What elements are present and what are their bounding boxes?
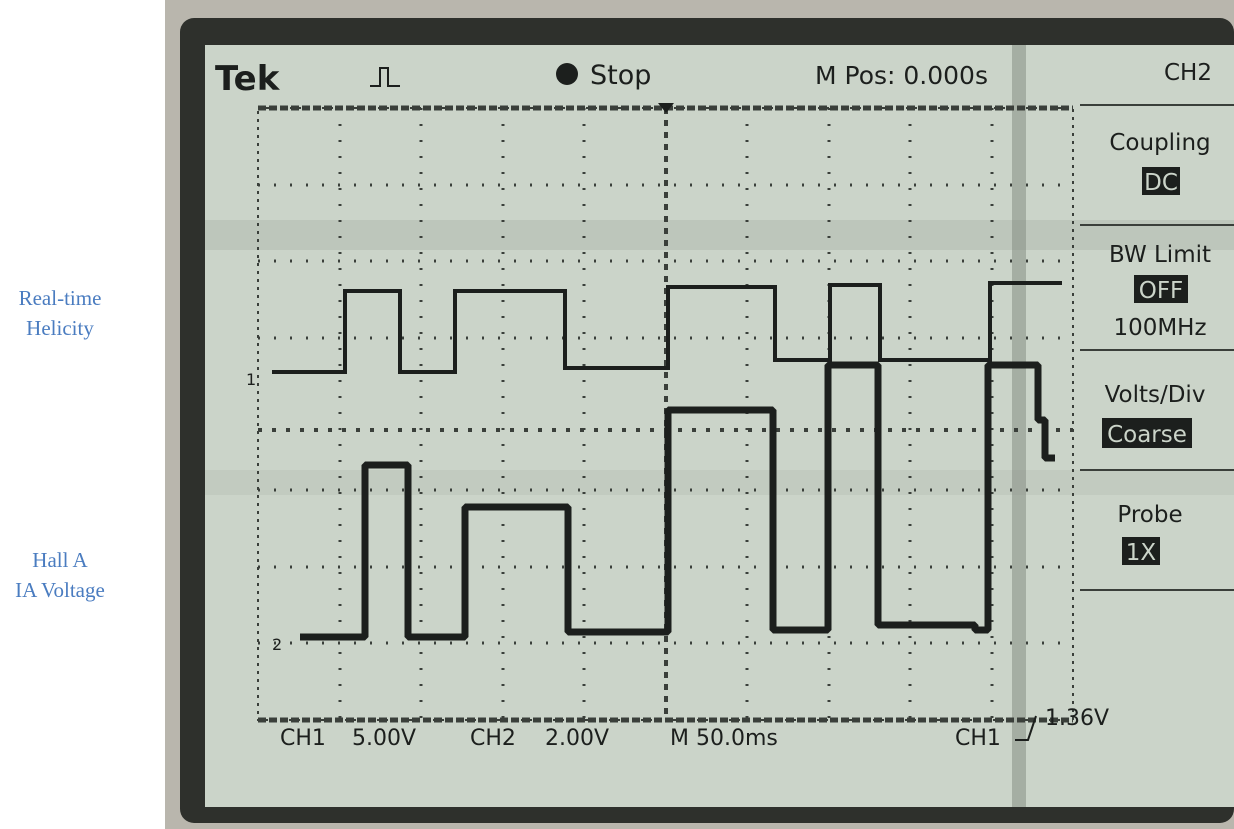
footer-level: 1.36V [1045,706,1109,731]
menu-value: DC [1144,170,1178,196]
menu-title: CH2 [1164,60,1212,86]
footer-scale: 5.00V [352,726,416,751]
position: M Pos: 0.000s [815,61,988,90]
scanline [205,470,1234,495]
label: Real-time [19,286,102,310]
menu-label: BW Limit [1109,242,1211,268]
reflection [1012,45,1026,807]
footer-ch: CH1 [955,726,1001,751]
footer-ch: CH1 [280,726,326,751]
ch2-marker: 2 [272,635,282,654]
menu-value: Coarse [1107,422,1187,448]
label: Hall A [32,548,88,572]
stop-dot [556,63,578,85]
menu-extra: 100MHz [1113,315,1206,341]
menu-label: Probe [1117,502,1182,528]
menu-value: OFF [1139,278,1184,304]
label: IA Voltage [15,578,105,602]
page: Real-time Helicity Hall A IA Voltage Tek… [0,0,1234,829]
label: Helicity [26,316,94,340]
menu-label: Volts/Div [1105,382,1206,408]
footer-ch: CH2 [470,726,516,751]
figure: Real-time Helicity Hall A IA Voltage Tek… [0,0,1234,829]
footer-time: M 50.0ms [670,726,778,751]
ch1-marker: 1 [246,370,256,389]
scanline [205,220,1234,250]
screen [205,45,1234,807]
footer-scale: 2.00V [545,726,609,751]
run-state: Stop [590,60,651,91]
menu-value: 1X [1126,540,1157,566]
brand: Tek [215,59,281,99]
menu-label: Coupling [1109,130,1210,156]
